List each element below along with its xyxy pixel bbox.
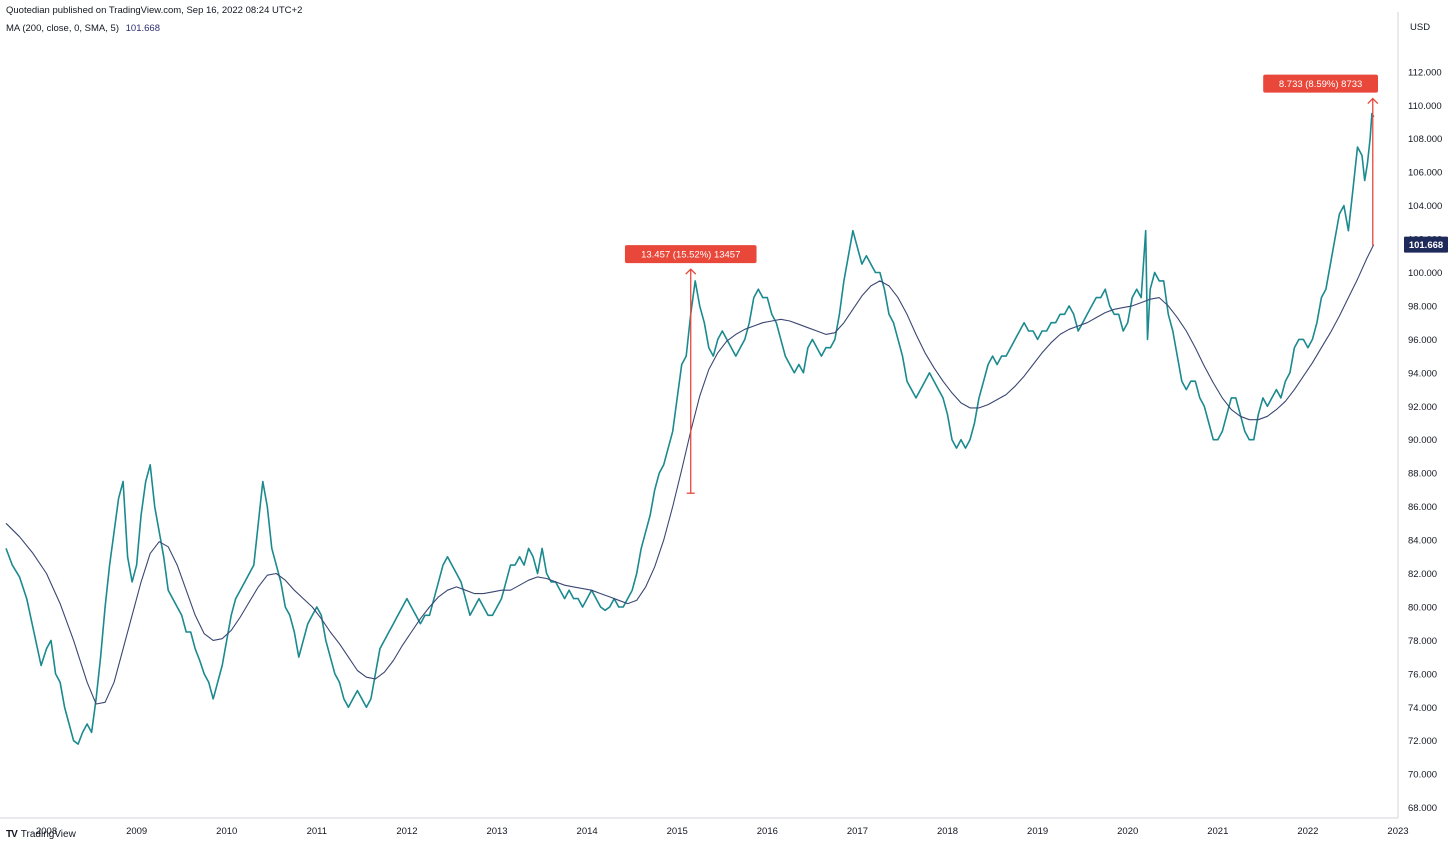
y-tick-label: 96.000 [1408, 335, 1437, 346]
x-tick-label: 2009 [126, 826, 147, 837]
y-tick-label: 86.000 [1408, 502, 1437, 513]
x-tick-label: 2023 [1387, 826, 1408, 837]
y-tick-label: 108.000 [1408, 134, 1442, 145]
y-tick-label: 112.000 [1408, 67, 1442, 78]
indicator-label: MA (200, close, 0, SMA, 5) [6, 23, 119, 34]
y-tick-label: 104.000 [1408, 201, 1442, 212]
indicator-legend: MA (200, close, 0, SMA, 5) 101.668 [6, 23, 160, 34]
y-tick-label: 94.000 [1408, 368, 1437, 379]
plot-area[interactable] [5, 112, 1375, 745]
y-tick-label: 78.000 [1408, 636, 1437, 647]
measure-annotation: 13.457 (15.52%) 13457 [624, 245, 757, 494]
measure-annotations: 13.457 (15.52%) 13457 8.733 (8.59%) 8733 [624, 74, 1379, 494]
y-tick-label: 106.000 [1408, 168, 1442, 179]
y-tick-label: 92.000 [1408, 402, 1437, 413]
x-tick-label: 2020 [1117, 826, 1138, 837]
measure-label-text: 8.733 (8.59%) 8733 [1279, 79, 1362, 90]
x-tick-label: 2013 [486, 826, 507, 837]
measure-label-box [1263, 74, 1378, 93]
y-tick-label: 68.000 [1408, 803, 1437, 814]
measure-label-text: 13.457 (15.52%) 13457 [641, 250, 740, 261]
y-tick-label: 82.000 [1408, 569, 1437, 580]
x-tick-label: 2018 [937, 826, 958, 837]
x-tick-label: 2019 [1027, 826, 1048, 837]
y-tick-label: 110.000 [1408, 101, 1442, 112]
moving-average-line[interactable] [5, 244, 1375, 705]
y-tick-label: 90.000 [1408, 435, 1437, 446]
indicator-value: 101.668 [125, 23, 160, 34]
y-tick-label: 100.000 [1408, 268, 1442, 279]
x-tick-label: 2017 [847, 826, 868, 837]
y-tick-label: 76.000 [1408, 669, 1437, 680]
measure-label-box [624, 245, 757, 264]
x-tick-label: 2021 [1207, 826, 1228, 837]
currency-label: USD [1410, 22, 1431, 33]
x-tick-label: 2015 [667, 826, 688, 837]
tradingview-logo[interactable]: TV TradingView [6, 829, 76, 840]
publisher-caption: Quotedian published on TradingView.com, … [6, 5, 303, 16]
y-tick-label: 72.000 [1408, 736, 1437, 747]
x-tick-label: 2010 [216, 826, 237, 837]
measure-annotation: 8.733 (8.59%) 8733 [1263, 74, 1379, 246]
x-tick-label: 2022 [1297, 826, 1318, 837]
x-tick-label: 2012 [396, 826, 417, 837]
x-tick-label: 2014 [577, 826, 598, 837]
y-tick-label: 88.000 [1408, 469, 1437, 480]
tradingview-logo-text: TradingView [20, 829, 76, 840]
axes: 68.000 70.000 72.000 74.000 76.000 78.000 80.0… [0, 12, 1448, 837]
last-value-text: 101.668 [1409, 240, 1443, 251]
x-tick-label: 2016 [757, 826, 778, 837]
y-tick-label: 74.000 [1408, 703, 1437, 714]
price-series-line[interactable] [5, 112, 1375, 745]
x-tick-label: 2011 [307, 826, 327, 837]
measure-arrow-head [685, 268, 697, 275]
tradingview-logo-icon: TV [6, 829, 18, 840]
y-tick-label: 84.000 [1408, 536, 1437, 547]
y-tick-label: 80.000 [1408, 602, 1437, 613]
x-tick-label: 2008 [36, 826, 57, 837]
y-tick-label: 70.000 [1408, 770, 1437, 781]
measure-arrow-head [1367, 97, 1379, 105]
last-value-badge [1404, 236, 1448, 253]
y-tick-label: 98.000 [1408, 301, 1437, 312]
